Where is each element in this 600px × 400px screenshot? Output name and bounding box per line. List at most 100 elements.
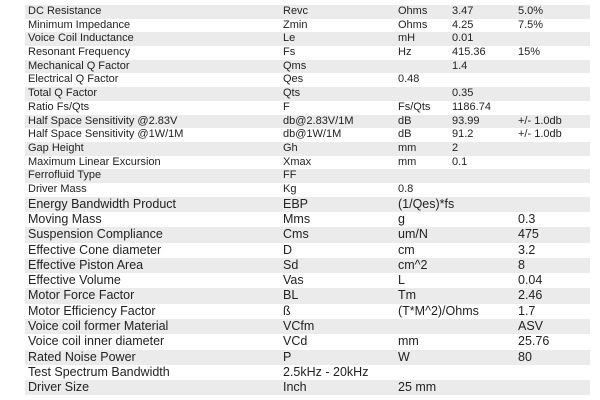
parameter-name-cell: Voice coil former Material: [28, 319, 169, 333]
parameter-name-cell: Resonant Frequency: [28, 46, 131, 59]
table-row: Motor Efficiency Factor ß (T*M^2)/Ohms 1.7: [25, 304, 590, 319]
table-row: Driver Mass Kg 0.8: [25, 183, 590, 197]
table-row: Voice coil inner diameter VCd mm 25.76: [25, 334, 590, 349]
value-cell: 0.01: [452, 32, 474, 45]
table-row: Resonant Frequency Fs Hz 415.36 15%: [25, 46, 590, 60]
unit-cell: cm^2: [398, 257, 428, 272]
unit-cell: Tm: [398, 288, 417, 303]
symbol-cell: Sd: [283, 257, 299, 272]
parameter-name-cell: Energy Bandwidth Product: [28, 196, 177, 211]
table-row: Effective Piston Area Sd cm^2 8: [25, 257, 590, 274]
unit-cell: mm: [398, 155, 417, 168]
symbol-cell: VCd: [283, 334, 308, 349]
symbol-cell: db@1W/1M: [283, 128, 342, 141]
table-row: Driver Size Inch 25 mm: [25, 380, 590, 396]
symbol-cell: Gh: [283, 141, 298, 154]
parameter-name-cell: Minimum Impedance: [28, 18, 131, 31]
value-cell: 2: [452, 141, 459, 154]
table-row: Voice Coil Inductance Le mH 0.01: [25, 32, 590, 47]
parameter-name-cell: Ferrofluid Type: [28, 169, 102, 182]
table-row: Motor Force Factor BL Tm 2.46: [25, 288, 590, 304]
parameter-name-cell: Suspension Compliance: [28, 227, 163, 242]
parameter-name-cell: Moving Mass: [28, 211, 102, 226]
value-cell: 0.1: [452, 155, 468, 168]
parameter-name-cell: Effective Piston Area: [28, 257, 144, 272]
table-row: Half Space Sensitivity @2.83V db@2.83V/1M…: [25, 114, 590, 129]
unit-cell: Ohms: [398, 18, 428, 31]
symbol-cell: D: [283, 242, 293, 257]
symbol-cell: Vas: [283, 273, 304, 288]
unit-cell: (T*M^2)/Ohms: [398, 303, 479, 318]
unit-cell: 25 mm: [398, 380, 437, 395]
unit-cell: mm: [398, 334, 419, 349]
parameter-name-cell: Test Spectrum Bandwidth: [28, 364, 170, 379]
parameter-name-cell: Maximum Linear Excursion: [28, 155, 161, 168]
symbol-cell: Revc: [283, 5, 309, 17]
symbol-cell: Kg: [283, 182, 297, 195]
parameter-name-cell: Rated Noise Power: [28, 349, 136, 364]
parameter-name-cell: Driver Mass: [28, 182, 87, 195]
table-row: Voice coil former Material VCfm ASV: [25, 319, 590, 335]
symbol-cell: ß: [283, 303, 291, 318]
parameter-name-cell: Motor Force Factor: [28, 288, 135, 303]
symbol-cell: EBP: [283, 196, 309, 211]
symbol-cell: Le: [283, 32, 296, 45]
unit-cell: W: [398, 349, 410, 364]
spec-table: DC Resistance Revc Ohms 3.47 5.0% Minimum Imp…: [25, 5, 590, 396]
parameter-name-cell: DC Resistance: [28, 5, 102, 17]
tolerance-cell: 5.0%: [518, 5, 544, 17]
parameter-name-cell: Half Space Sensitivity @2.83V: [28, 114, 178, 127]
value-cell: 93.99: [452, 114, 480, 127]
parameter-name-cell: Voice coil inner diameter: [28, 334, 165, 349]
symbol-cell: Mms: [283, 211, 311, 226]
symbol-cell: Zmin: [283, 18, 308, 31]
table-row: Moving Mass Mms g 0.3: [25, 212, 590, 227]
table-row: Ferrofluid Type FF: [25, 169, 590, 183]
symbol-cell: Qes: [283, 73, 304, 86]
table-row: Test Spectrum Bandwidth 2.5kHz - 20kHz: [25, 365, 590, 380]
parameter-name-cell: Driver Size: [28, 380, 90, 395]
value-cell: 1186.74: [452, 100, 491, 113]
parameter-name-cell: Half Space Sensitivity @1W/1M: [28, 128, 184, 141]
symbol-cell: Qts: [283, 87, 301, 100]
table-row: Electrical Q Factor Qes 0.48: [25, 73, 590, 87]
parameter-name-cell: Total Q Factor: [28, 87, 98, 100]
tolerance-cell: 0.04: [518, 273, 543, 288]
tolerance-cell: 8: [518, 257, 525, 272]
table-row: Total Q Factor Qts 0.35: [25, 87, 590, 101]
tolerance-cell: 15%: [518, 46, 541, 59]
table-row: Suspension Compliance Cms um/N 475: [25, 227, 590, 243]
table-row: DC Resistance Revc Ohms 3.47 5.0%: [25, 5, 590, 19]
table-row: Half Space Sensitivity @1W/1M db@1W/1M dB 9…: [25, 128, 590, 142]
symbol-cell: Fs: [283, 46, 296, 59]
tolerance-cell: 25.76: [518, 334, 550, 349]
parameter-name-cell: Effective Volume: [28, 273, 121, 288]
symbol-cell: 2.5kHz - 20kHz: [283, 364, 369, 379]
table-row: Ratio Fs/Qts F Fs/Qts 1186.74: [25, 101, 590, 115]
parameter-name-cell: Effective Cone diameter: [28, 242, 162, 257]
parameter-name-cell: Voice Coil Inductance: [28, 32, 134, 45]
unit-cell: dB: [398, 114, 412, 127]
unit-cell: g: [398, 211, 405, 226]
unit-cell: mm: [398, 141, 417, 154]
value-cell: 91.2: [452, 128, 474, 141]
unit-cell: dB: [398, 128, 412, 141]
tolerance-cell: 2.46: [518, 288, 543, 303]
table-row: Maximum Linear Excursion Xmax mm 0.1: [25, 156, 590, 170]
tolerance-cell: 475: [518, 227, 539, 242]
unit-cell: 0.48: [398, 73, 420, 86]
unit-cell: (1/Qes)*fs: [398, 196, 455, 211]
parameter-name-cell: Electrical Q Factor: [28, 73, 119, 86]
table-row: Mechanical Q Factor Qms 1.4: [25, 59, 590, 74]
unit-cell: Ohms: [398, 5, 428, 17]
tolerance-cell: +/- 1.0db: [518, 128, 562, 141]
value-cell: 3.47: [452, 5, 474, 17]
value-cell: 0.35: [452, 87, 474, 100]
table-row: Rated Noise Power P W 80: [25, 349, 590, 365]
symbol-cell: VCfm: [283, 319, 315, 333]
tolerance-cell: 7.5%: [518, 18, 544, 31]
symbol-cell: P: [283, 349, 292, 364]
symbol-cell: Qms: [283, 59, 307, 72]
unit-cell: Hz: [398, 46, 412, 59]
